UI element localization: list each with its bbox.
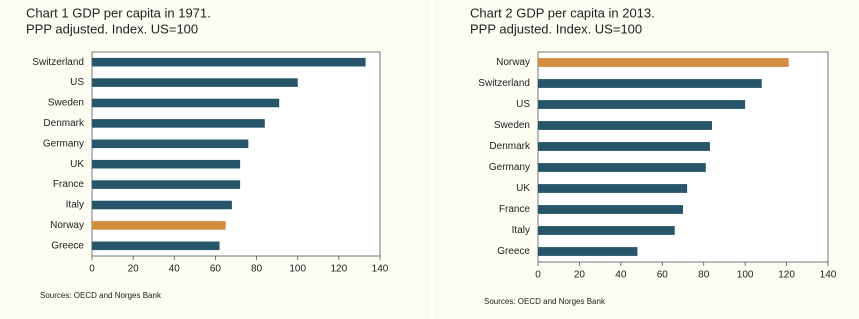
bar bbox=[538, 226, 675, 235]
source-note: Sources: OECD and Norges Bank bbox=[484, 297, 606, 306]
category-label: Sweden bbox=[494, 120, 530, 131]
source-note: Sources: OECD and Norges Bank bbox=[40, 291, 162, 300]
x-tick-label: 20 bbox=[574, 270, 586, 281]
category-label: Italy bbox=[512, 225, 530, 236]
bar bbox=[92, 180, 241, 189]
x-tick-label: 140 bbox=[372, 264, 389, 275]
x-tick-label: 100 bbox=[737, 270, 754, 281]
bar bbox=[92, 98, 280, 108]
category-label: Norway bbox=[496, 57, 530, 68]
chart-subtitle: PPP adjusted. Index. US=100 bbox=[26, 21, 198, 36]
bar bbox=[92, 119, 265, 128]
category-label: Denmark bbox=[43, 118, 85, 129]
category-label: US bbox=[516, 99, 530, 110]
bar bbox=[538, 205, 683, 214]
bar bbox=[538, 163, 706, 172]
bar bbox=[538, 142, 710, 151]
bar bbox=[92, 200, 232, 210]
x-tick-label: 60 bbox=[657, 270, 669, 281]
bar bbox=[538, 100, 746, 109]
bar bbox=[92, 78, 298, 87]
category-label: Greece bbox=[51, 240, 84, 251]
category-label: US bbox=[70, 77, 84, 88]
chart-title: Chart 2 GDP per capita in 2013. bbox=[470, 5, 655, 20]
bar bbox=[92, 221, 226, 230]
x-tick-label: 0 bbox=[89, 264, 95, 275]
category-label: UK bbox=[516, 183, 530, 194]
category-label: Italy bbox=[66, 200, 84, 211]
chart-title: Chart 1 GDP per capita in 1971. bbox=[26, 5, 211, 20]
x-tick-label: 0 bbox=[535, 270, 541, 281]
chart-subtitle: PPP adjusted. Index. US=100 bbox=[470, 21, 642, 36]
category-label: Norway bbox=[50, 220, 84, 231]
x-tick-label: 140 bbox=[820, 270, 837, 281]
category-label: France bbox=[499, 204, 531, 215]
category-label: Germany bbox=[489, 162, 530, 173]
category-label: Switzerland bbox=[478, 78, 530, 89]
x-tick-label: 60 bbox=[210, 264, 222, 275]
bar bbox=[538, 247, 638, 256]
bar bbox=[92, 241, 220, 251]
bar bbox=[92, 139, 249, 149]
x-tick-label: 120 bbox=[331, 264, 348, 275]
category-label: France bbox=[53, 179, 85, 190]
x-tick-label: 120 bbox=[778, 270, 795, 281]
x-tick-label: 40 bbox=[169, 264, 181, 275]
category-label: Sweden bbox=[48, 98, 84, 109]
x-tick-label: 20 bbox=[128, 264, 140, 275]
x-tick-label: 80 bbox=[251, 264, 263, 275]
bar bbox=[538, 79, 762, 88]
bar bbox=[538, 58, 789, 67]
x-tick-label: 100 bbox=[289, 264, 306, 275]
bar bbox=[538, 184, 688, 193]
bar bbox=[92, 159, 241, 169]
category-label: Germany bbox=[43, 138, 84, 149]
x-tick-label: 80 bbox=[698, 270, 710, 281]
x-tick-label: 40 bbox=[615, 270, 627, 281]
category-label: Switzerland bbox=[32, 57, 84, 68]
category-label: UK bbox=[70, 159, 84, 170]
category-label: Denmark bbox=[489, 141, 531, 152]
category-label: Greece bbox=[497, 246, 530, 257]
bar bbox=[538, 121, 712, 130]
bar bbox=[92, 57, 366, 67]
